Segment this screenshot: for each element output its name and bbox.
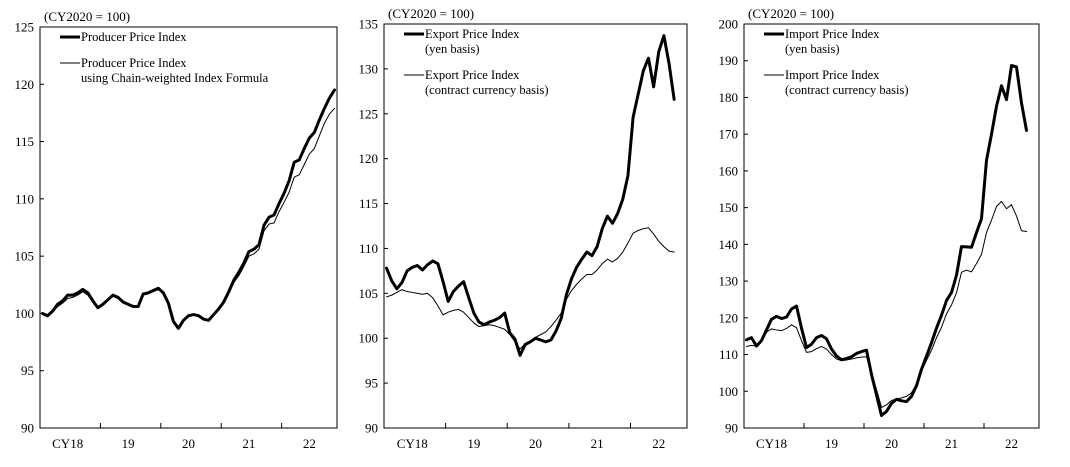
legend: Producer Price Index Producer Price Index… <box>60 30 269 85</box>
x-tick-label: 20 <box>885 436 898 451</box>
x-tick-label: 19 <box>825 436 838 451</box>
plot-frame <box>39 26 338 429</box>
x-tick-label: 20 <box>529 436 542 451</box>
series-line-2 <box>386 227 675 350</box>
x-tick-label: 22 <box>652 436 665 451</box>
x-tick-label: 19 <box>122 436 135 451</box>
y-tick-label: 150 <box>719 200 739 215</box>
legend-label: (contract currency basis) <box>425 83 549 97</box>
legend-label: Import Price Index <box>785 68 880 82</box>
legend-label: (yen basis) <box>785 42 840 56</box>
x-tick-label: 22 <box>1005 436 1018 451</box>
y-tick-label: 200 <box>719 17 739 32</box>
x-tick-label: CY18 <box>756 436 787 451</box>
y-tick-label: 140 <box>719 237 739 252</box>
unit-note: (CY2020 = 100) <box>748 6 834 21</box>
y-tick-label: 160 <box>719 163 739 178</box>
y-tick-label: 110 <box>15 191 34 206</box>
x-tick-label: CY18 <box>397 436 428 451</box>
chart-panel-1: (CY2020 = 100) 90 95 100 105 110 115 120 125 CY18… <box>15 9 338 451</box>
y-tick-label: 135 <box>359 17 379 32</box>
x-tick-label: 21 <box>242 436 255 451</box>
x-tick-label: 21 <box>945 436 958 451</box>
y-tick-label: 95 <box>21 363 34 378</box>
y-tick-label: 130 <box>359 61 379 76</box>
x-tick-label: 19 <box>467 436 480 451</box>
y-tick-label: 105 <box>359 286 379 301</box>
y-tick-label: 180 <box>719 90 739 105</box>
legend-label: Producer Price Index <box>81 56 187 70</box>
y-tick-label: 120 <box>719 310 739 325</box>
legend-label: Producer Price Index <box>81 30 187 44</box>
y-tick-label: 120 <box>15 77 35 92</box>
chart-panel-2: (CY2020 = 100) 90 95 100 105 110 115 120 125 130 1… <box>359 6 688 451</box>
y-tick-label: 100 <box>15 306 35 321</box>
y-tick-label: 115 <box>359 196 378 211</box>
plot-frame <box>743 23 1040 429</box>
y-tick-label: 125 <box>15 20 35 35</box>
x-tick-label: 21 <box>591 436 604 451</box>
y-tick-label: 90 <box>365 421 378 436</box>
y-tick-label: 115 <box>15 134 34 149</box>
unit-note: (CY2020 = 100) <box>44 9 130 24</box>
legend-label: using Chain-weighted Index Formula <box>81 71 269 85</box>
legend: Export Price Index(yen basis)Export Pric… <box>404 27 549 97</box>
legend: Import Price Index(yen basis)Import Pric… <box>764 27 909 97</box>
plot-frame <box>383 23 688 429</box>
chart-panel-3: (CY2020 = 100) 90 100 110 120 130 140 150 160 170… <box>719 6 1040 451</box>
y-tick-label: 90 <box>725 421 738 436</box>
charts-root: (CY2020 = 100) 90 95 100 105 110 115 120 125 CY18… <box>15 6 1040 451</box>
legend-label: (yen basis) <box>425 42 480 56</box>
legend-label: Import Price Index <box>785 27 880 41</box>
y-tick-label: 90 <box>21 421 34 436</box>
x-tick-label: 20 <box>182 436 195 451</box>
legend-label: Export Price Index <box>425 27 520 41</box>
series-line-2 <box>746 200 1027 408</box>
series-line-1 <box>745 64 1028 418</box>
y-tick-label: 190 <box>719 53 739 68</box>
y-tick-label: 105 <box>15 249 35 264</box>
x-tick-label: CY18 <box>52 436 83 451</box>
y-tick-label: 120 <box>359 151 379 166</box>
legend-label: (contract currency basis) <box>785 83 909 97</box>
series-line-1 <box>41 88 336 330</box>
y-tick-label: 110 <box>359 241 378 256</box>
y-tick-label: 95 <box>365 376 378 391</box>
y-tick-label: 130 <box>719 274 739 289</box>
series-line-1 <box>385 34 676 357</box>
y-tick-label: 100 <box>359 331 379 346</box>
legend-label: Export Price Index <box>425 68 520 82</box>
y-tick-label: 125 <box>359 106 379 121</box>
y-tick-label: 110 <box>719 347 738 362</box>
unit-note: (CY2020 = 100) <box>388 6 474 21</box>
x-tick-label: 22 <box>303 436 316 451</box>
y-tick-label: 170 <box>719 127 739 142</box>
y-tick-label: 100 <box>719 384 739 399</box>
series-line-2 <box>42 107 335 329</box>
